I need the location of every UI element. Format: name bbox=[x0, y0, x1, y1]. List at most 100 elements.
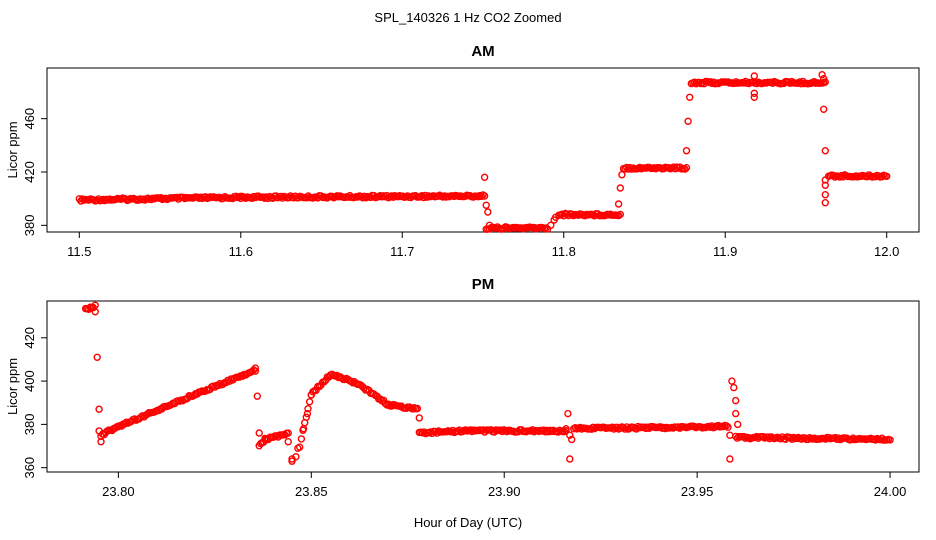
data-point bbox=[750, 93, 758, 102]
data-point bbox=[147, 195, 155, 204]
data-point bbox=[616, 184, 624, 192]
data-point bbox=[251, 364, 260, 372]
x-tick-label: 11.5 bbox=[67, 244, 91, 259]
data-point bbox=[552, 213, 560, 222]
data-point bbox=[95, 405, 103, 413]
data-point bbox=[750, 89, 758, 98]
data-point bbox=[726, 455, 734, 463]
data-point bbox=[740, 432, 748, 441]
data-point bbox=[304, 405, 312, 413]
data-point bbox=[821, 146, 829, 155]
data-point bbox=[616, 210, 624, 219]
data-point bbox=[485, 221, 494, 230]
data-point bbox=[376, 395, 384, 403]
x-tick-label: 12.0 bbox=[874, 244, 899, 259]
y-tick-label: 380 bbox=[22, 214, 37, 236]
data-point bbox=[821, 190, 829, 199]
data-point bbox=[732, 409, 740, 418]
data-point bbox=[732, 396, 740, 405]
data-point bbox=[734, 420, 742, 429]
data-point bbox=[216, 379, 224, 388]
data-point bbox=[681, 165, 689, 173]
data-point bbox=[682, 163, 691, 172]
data-point bbox=[214, 381, 222, 390]
data-point bbox=[750, 72, 758, 80]
data-point bbox=[157, 193, 165, 202]
data-point bbox=[777, 435, 785, 443]
data-point bbox=[130, 415, 139, 423]
x-axis-label: Hour of Day (UTC) bbox=[414, 515, 522, 530]
data-point bbox=[566, 431, 574, 439]
y-tick-label: 360 bbox=[22, 457, 37, 479]
data-point bbox=[618, 170, 626, 179]
data-point bbox=[821, 198, 829, 207]
x-tick-label: 24.00 bbox=[874, 484, 907, 499]
data-point bbox=[562, 425, 570, 433]
x-tick-label: 11.9 bbox=[713, 244, 737, 259]
data-point bbox=[272, 432, 281, 440]
data-point bbox=[581, 211, 589, 220]
data-point bbox=[297, 435, 306, 443]
data-point bbox=[477, 192, 486, 201]
y-axis-label: Licor ppm bbox=[5, 121, 20, 178]
panel-title: AM bbox=[471, 43, 494, 60]
data-point bbox=[871, 436, 880, 444]
data-point bbox=[272, 192, 280, 200]
panel-title: PM bbox=[472, 276, 495, 293]
data-point bbox=[682, 146, 691, 155]
data-point bbox=[413, 404, 422, 413]
plot-frame bbox=[46, 300, 920, 473]
data-point bbox=[730, 383, 738, 392]
data-point bbox=[251, 367, 260, 375]
data-point bbox=[821, 181, 829, 190]
y-tick-label: 420 bbox=[22, 161, 37, 183]
data-point bbox=[608, 423, 616, 431]
data-point bbox=[820, 74, 828, 83]
data-point bbox=[686, 93, 694, 102]
data-point bbox=[480, 192, 489, 200]
data-point bbox=[759, 433, 767, 441]
data-point bbox=[829, 171, 838, 180]
data-point bbox=[408, 405, 417, 413]
data-point bbox=[362, 194, 370, 202]
y-tick-label: 420 bbox=[22, 327, 37, 349]
data-point bbox=[95, 427, 103, 435]
panel-am: AM Licor ppm 11.5 11.6 11.7 11.8 11.9 12.0 380 42… bbox=[5, 43, 920, 259]
data-point bbox=[831, 173, 839, 181]
data-point bbox=[305, 398, 314, 406]
data-point bbox=[684, 117, 692, 126]
data-point bbox=[558, 210, 566, 218]
data-point bbox=[93, 353, 101, 361]
data-point bbox=[726, 431, 734, 439]
x-tick-label: 23.95 bbox=[681, 484, 714, 499]
data-point bbox=[482, 201, 490, 210]
y-tick-label: 400 bbox=[22, 370, 37, 392]
y-tick-label: 460 bbox=[22, 108, 37, 130]
data-point bbox=[728, 377, 736, 385]
data-point bbox=[724, 423, 732, 431]
data-point bbox=[820, 105, 828, 114]
data-point bbox=[722, 422, 731, 430]
data-point bbox=[285, 193, 293, 202]
data-point bbox=[303, 409, 312, 418]
data-point bbox=[262, 193, 271, 201]
data-point bbox=[288, 457, 296, 465]
figure-title: SPL_140326 1 Hz CO2 Zoomed bbox=[374, 10, 561, 25]
data-point bbox=[568, 435, 576, 444]
x-tick-label: 23.80 bbox=[102, 484, 135, 499]
data-point bbox=[564, 409, 572, 418]
panel-pm: PM Licor ppm 23.80 23.85 23.90 23.95 24.00 360 3… bbox=[5, 276, 920, 499]
data-point bbox=[614, 200, 623, 208]
x-tick-label: 11.7 bbox=[390, 244, 414, 259]
data-point bbox=[883, 172, 891, 181]
data-point bbox=[302, 413, 310, 421]
data-point bbox=[415, 414, 423, 422]
data-point bbox=[764, 433, 772, 441]
data-point bbox=[389, 193, 397, 201]
data-point bbox=[284, 438, 292, 446]
x-tick-label: 23.90 bbox=[488, 484, 521, 499]
data-point bbox=[480, 173, 489, 182]
data-point bbox=[706, 423, 714, 431]
data-point bbox=[566, 455, 574, 463]
